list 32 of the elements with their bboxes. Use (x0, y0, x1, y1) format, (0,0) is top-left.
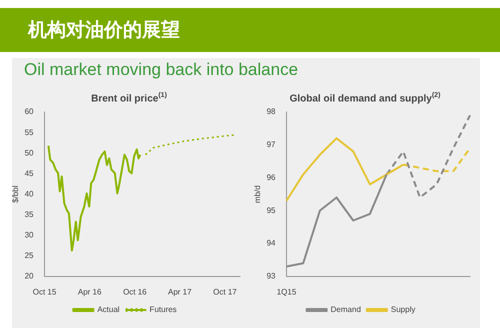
y-tick-label: 30 (24, 230, 34, 240)
y-tick-label: 25 (24, 251, 34, 260)
x-tick-label: Apr 17 (168, 287, 192, 296)
text: Oil market moving back into balance (24, 60, 298, 80)
legend-label: Supply (390, 305, 416, 314)
y-tick-label: 50 (24, 148, 34, 158)
x-tick-label: Oct 17 (213, 287, 238, 296)
legend-label: Demand (330, 305, 361, 314)
y-tick-label: 40 (24, 189, 34, 198)
y-tick-label: 20 (24, 272, 34, 281)
y-axis-title: mb/d (253, 185, 262, 204)
y-tick-label: 96 (266, 172, 276, 182)
y-tick-label: 35 (24, 210, 34, 219)
x-tick-label: Apr 16 (78, 287, 102, 296)
legend-label: Futures (150, 305, 177, 314)
y-tick-label: 97 (266, 140, 276, 150)
y-tick-label: 93 (266, 272, 276, 281)
y-tick-label: 55 (24, 128, 34, 137)
x-tick-label: Oct 16 (123, 287, 148, 296)
legend-label: Actual (97, 305, 120, 314)
line-series (144, 134, 235, 156)
y-tick-label: 95 (266, 206, 276, 215)
chart-title: Global oil demand and supply$^{(2)}$ (288, 92, 442, 104)
y-tick-label: 60 (24, 107, 34, 116)
chart-title: Brent oil price$^{(1)}$ (90, 92, 168, 104)
x-tick-label: 1Q15 (276, 287, 297, 296)
y-axis-title: $/bbl (11, 185, 20, 203)
y-tick-label: 98 (266, 107, 276, 116)
text: 机构对油价的展望 (28, 18, 180, 43)
x-tick-label: Oct 15 (32, 287, 57, 296)
y-tick-label: 45 (24, 168, 34, 178)
y-tick-label: 94 (266, 238, 276, 248)
